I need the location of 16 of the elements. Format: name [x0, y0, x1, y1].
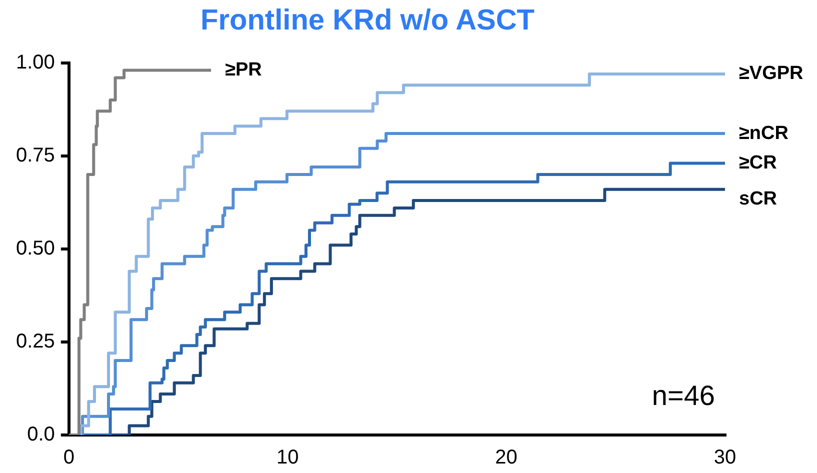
- y-tick-label: 0.75: [16, 144, 55, 166]
- y-tick-label: 1.00: [16, 51, 55, 74]
- series-label: ≥nCR: [739, 122, 789, 144]
- chart-title: Frontline KRd w/o ASCT: [200, 4, 535, 36]
- y-tick-label: 0.0: [27, 424, 55, 446]
- x-tick-label: 20: [495, 446, 518, 469]
- series-label: ≥PR: [225, 59, 262, 80]
- series-label: ≥CR: [739, 152, 778, 174]
- series-label: ≥VGPR: [739, 63, 804, 84]
- x-tick-label: 0: [63, 446, 74, 469]
- y-tick-label: 0.50: [16, 237, 55, 260]
- x-tick-label: 10: [276, 446, 299, 469]
- y-tick-label: 0.25: [16, 330, 55, 352]
- x-tick-label: 30: [714, 446, 736, 469]
- annotation: n=46: [652, 380, 715, 411]
- series-label: sCR: [739, 188, 778, 210]
